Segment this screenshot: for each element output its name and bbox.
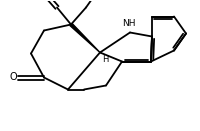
Polygon shape [70,23,100,53]
Text: NH: NH [122,19,136,28]
Text: H: H [102,54,109,64]
Text: O: O [9,72,17,83]
